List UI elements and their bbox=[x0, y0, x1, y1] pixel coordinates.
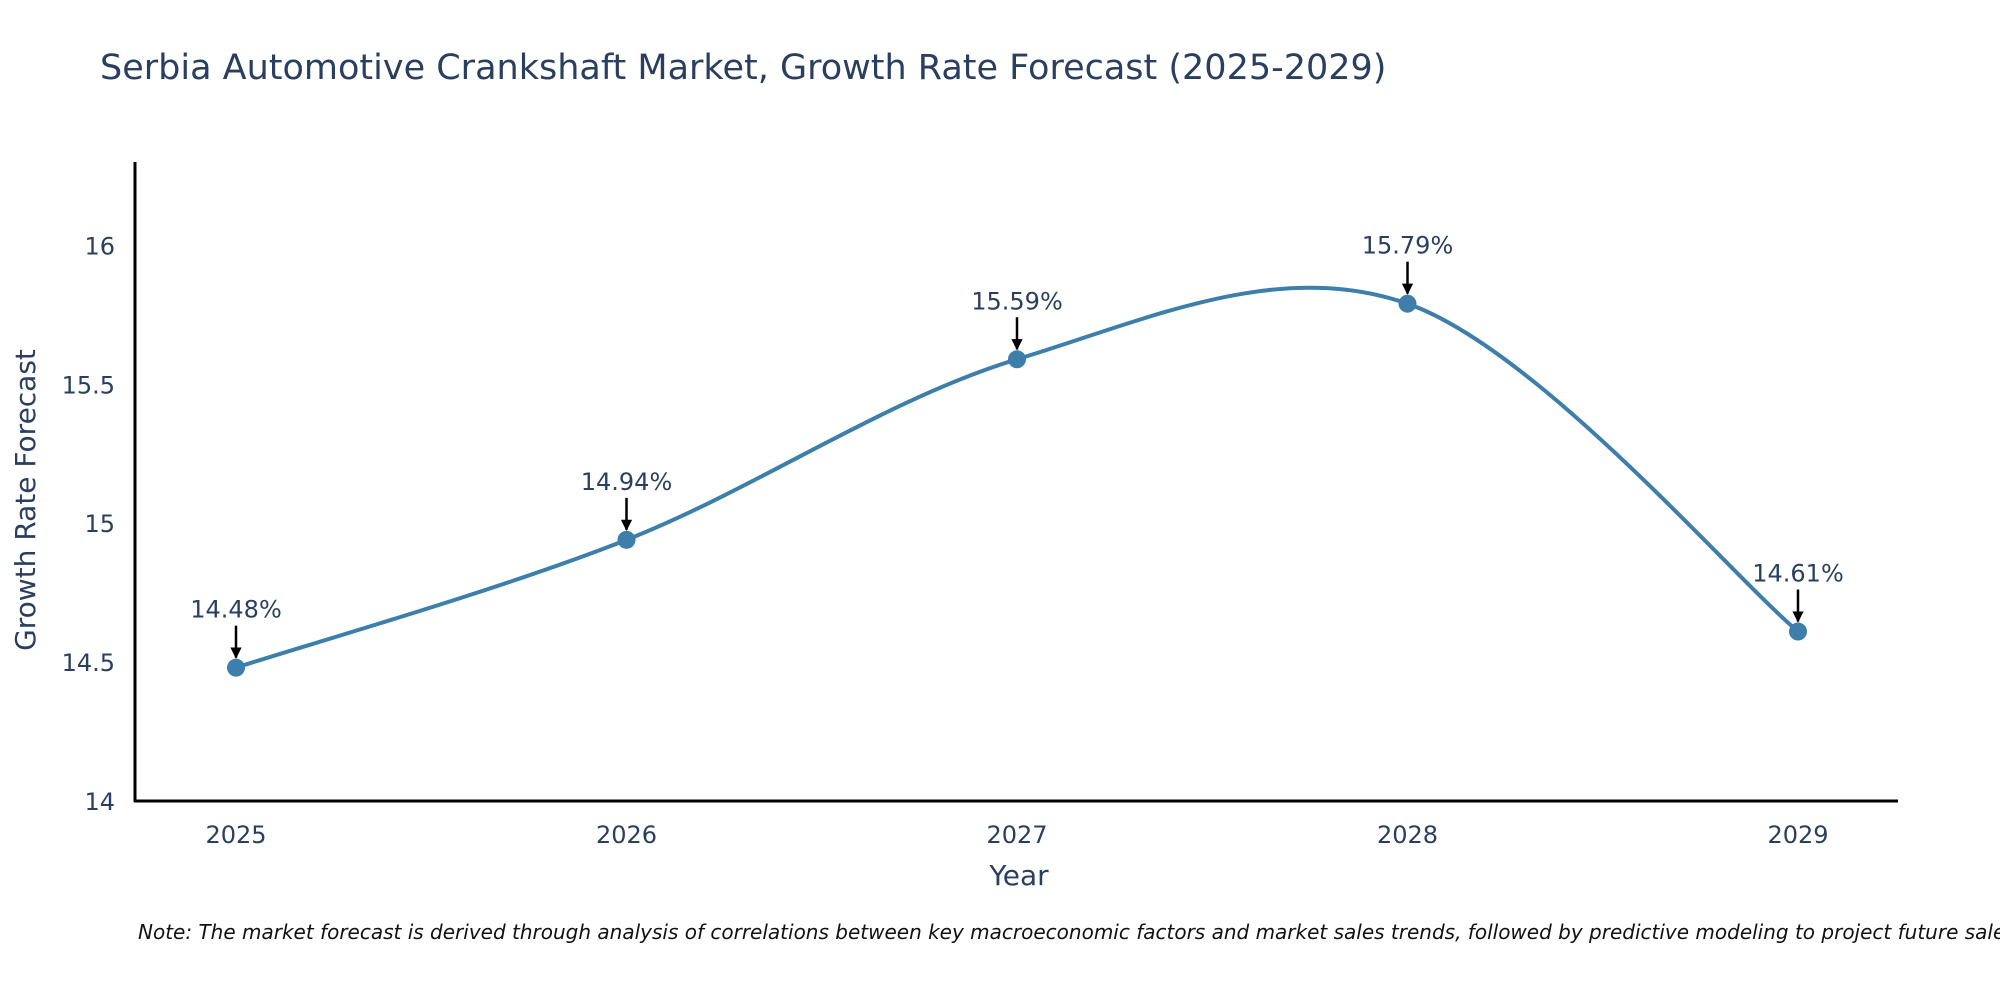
x-axis-title: Year bbox=[988, 859, 1049, 892]
y-tick-label: 16 bbox=[84, 232, 115, 260]
y-tick-label: 14 bbox=[84, 788, 115, 816]
y-tick-label: 15 bbox=[84, 510, 115, 538]
data-label: 15.79% bbox=[1362, 232, 1454, 260]
axes: 14 14.5 15 15.5 16 2025 2026 2027 2028 2029 bbox=[62, 162, 1898, 849]
data-labels: 14.48% 14.94% 15.59% 15.79% 14.61% bbox=[190, 232, 1844, 659]
data-point[interactable] bbox=[617, 530, 636, 549]
y-tick-label: 14.5 bbox=[62, 649, 115, 677]
footnote: Note: The market forecast is derived thr… bbox=[138, 920, 2000, 944]
data-point[interactable] bbox=[1398, 294, 1417, 313]
x-tick-label: 2029 bbox=[1767, 821, 1828, 849]
y-tick-label: 15.5 bbox=[62, 371, 115, 399]
series-growth-rate bbox=[227, 285, 1807, 677]
y-axis-title: Growth Rate Forecast bbox=[9, 349, 42, 651]
data-point[interactable] bbox=[1789, 622, 1807, 641]
x-tick-label: 2026 bbox=[596, 821, 657, 849]
data-label: 14.94% bbox=[581, 468, 673, 496]
data-point[interactable] bbox=[227, 658, 245, 677]
x-tick-label: 2025 bbox=[205, 821, 266, 849]
data-label: 14.61% bbox=[1752, 560, 1844, 588]
x-tick-label: 2027 bbox=[986, 821, 1047, 849]
chart-title: Serbia Automotive Crankshaft Market, Gro… bbox=[100, 48, 1386, 88]
data-label: 14.48% bbox=[190, 596, 282, 624]
x-tick-label: 2028 bbox=[1377, 821, 1438, 849]
data-label: 15.59% bbox=[971, 287, 1063, 315]
data-point[interactable] bbox=[1008, 350, 1026, 369]
